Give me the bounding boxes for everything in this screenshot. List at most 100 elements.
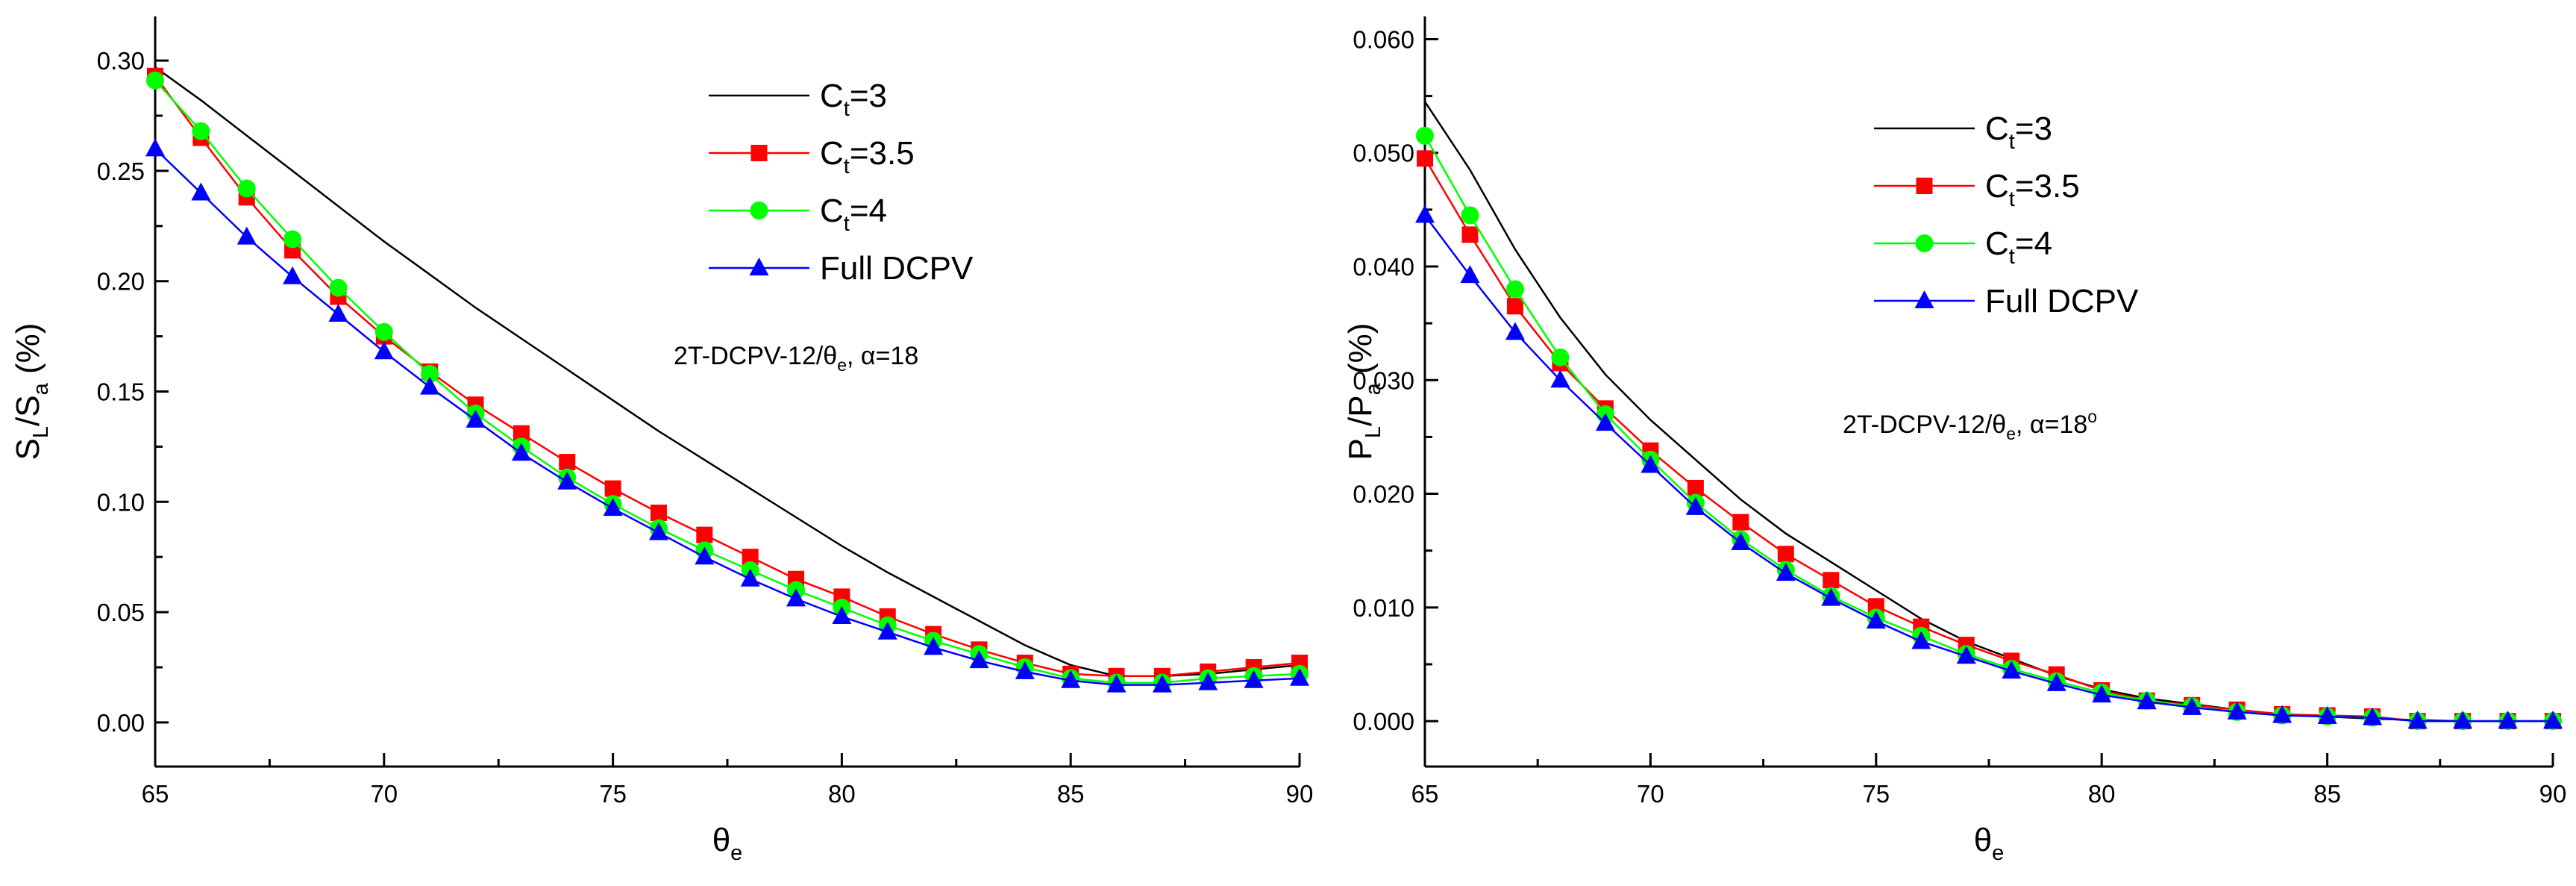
chart-1: 65 70 75 80 85 90 0.00 0.05 0.10 0.15 0.20 0.25 0.30…: [10, 16, 1313, 865]
data-point: [283, 266, 302, 284]
y-tick-label: 0.000: [1353, 708, 1414, 735]
legend-label: Full DCPV: [1985, 283, 2139, 319]
data-point: [605, 481, 621, 497]
series-line: [155, 76, 1300, 676]
legend-text-main: C: [820, 78, 844, 114]
series-line: [155, 149, 1300, 684]
y-tick-label: 0.10: [97, 488, 145, 516]
x-tick-label: 80: [2088, 780, 2116, 808]
annotation-superscript: o: [2087, 407, 2097, 426]
y-tick-label: 0.30: [97, 47, 145, 75]
legend-text-main: C: [1985, 225, 2009, 262]
legend-marker: [1916, 234, 1934, 252]
legend-text-subscript: t: [2009, 245, 2015, 269]
y-tick-label: 0.010: [1353, 594, 1414, 622]
legend-text-subscript: t: [844, 212, 850, 236]
annotation: 2T-DCPV-12/θe, α=18o: [1843, 407, 2097, 443]
legend-label: Ct=4: [1985, 225, 2052, 269]
y-tick-label: 0.25: [97, 157, 145, 185]
y-axis-part: /P: [1342, 395, 1379, 426]
legend-text-subscript: t: [2009, 187, 2015, 211]
data-point: [1732, 514, 1749, 531]
legend-text-rest: =3: [850, 78, 887, 114]
x-tick-label: 65: [1411, 780, 1439, 808]
data-point: [1778, 546, 1794, 562]
legend-marker: [1917, 178, 1933, 194]
legend-marker: [751, 145, 768, 161]
data-point: [192, 122, 210, 140]
legend-text-main: C: [1985, 110, 2009, 147]
series-3: [146, 72, 1309, 692]
data-point: [559, 454, 575, 470]
series-2: [147, 68, 1308, 684]
data-point: [696, 527, 712, 543]
legend-label: Full DCPV: [820, 250, 974, 287]
annotation-rest: , α=18: [2016, 411, 2087, 439]
figure: 65 70 75 80 85 900.000.050.100.150.200.250.30…: [0, 0, 2576, 886]
legend-text-rest: =3: [2015, 110, 2052, 147]
legend-marker: [1915, 290, 1934, 308]
data-point: [329, 279, 347, 297]
y-axis-part: P: [1342, 438, 1379, 460]
legend-label: Ct=3.5: [820, 135, 915, 178]
y-tick-label: 0.20: [97, 268, 145, 296]
y-axis-subscript: a: [29, 382, 53, 395]
legend-text-subscript: t: [2009, 130, 2015, 154]
y-tick-label: 0.00: [97, 709, 145, 737]
annotation-subscript: e: [837, 355, 847, 375]
x-tick-label: 90: [2539, 780, 2567, 808]
annotation-main: 2T-DCPV-12/θ: [1843, 411, 2006, 439]
series-line: [155, 67, 1300, 676]
legend-text-rest: =3.5: [850, 135, 915, 172]
series-line: [155, 81, 1300, 683]
data-point: [1687, 480, 1704, 496]
data-point: [651, 505, 667, 521]
x-axis-subscript: e: [1992, 841, 2004, 865]
legend-text-subscript: t: [844, 155, 850, 178]
data-point: [1461, 226, 1478, 243]
data-point: [1461, 206, 1479, 224]
x-axis-symbol: θ: [712, 822, 730, 858]
data-point: [1415, 205, 1435, 222]
legend-label: Ct=4: [820, 193, 887, 236]
x-tick-label: 90: [1286, 780, 1314, 808]
x-tick-label: 80: [828, 780, 856, 808]
data-point: [283, 231, 301, 249]
x-axis-symbol: θ: [1974, 822, 1992, 858]
data-point: [238, 180, 256, 198]
y-tick-label: 0.05: [97, 599, 145, 626]
annotation: 2T-DCPV-12/θe, α=18: [674, 342, 918, 375]
x-axis-subscript: e: [730, 841, 742, 865]
x-tick-label: 85: [2313, 780, 2341, 808]
legend-text-rest: =4: [2015, 225, 2052, 262]
y-axis-part: S: [10, 438, 46, 460]
x-tick-label: 70: [370, 780, 398, 808]
x-axis-title: θe: [712, 822, 743, 865]
x-tick-label: 85: [1057, 780, 1085, 808]
chart-2: 65 70 75 80 85 90 0.000 0.010 0.020 0.030 0.040 0.0…: [1342, 16, 2566, 865]
data-point: [375, 323, 393, 341]
legend-label: Ct=3: [820, 78, 887, 121]
data-point: [1506, 280, 1524, 298]
y-tick-label: 0.050: [1353, 140, 1414, 167]
y-tick-label: 0.060: [1353, 25, 1414, 53]
legend-text-main: C: [820, 135, 844, 172]
series-1: [155, 67, 1300, 676]
legend-text-rest: =3.5: [2015, 168, 2080, 205]
x-tick-label: 75: [1862, 780, 1890, 808]
legend-label: Ct=3: [1985, 110, 2052, 154]
data-point: [1551, 349, 1569, 366]
legend-label: Ct=3.5: [1985, 168, 2080, 211]
data-point: [145, 138, 165, 156]
x-tick-label: 75: [599, 780, 627, 808]
series-4: [145, 138, 1309, 692]
y-tick-label: 0.040: [1353, 253, 1414, 281]
legend-marker: [750, 258, 769, 275]
legend-marker: [750, 202, 768, 219]
annotation-subscript: e: [2006, 424, 2016, 443]
annotation-rest: , α=18: [847, 342, 918, 370]
legend-text-main: C: [820, 193, 844, 229]
legend-text-main: C: [1985, 168, 2009, 205]
